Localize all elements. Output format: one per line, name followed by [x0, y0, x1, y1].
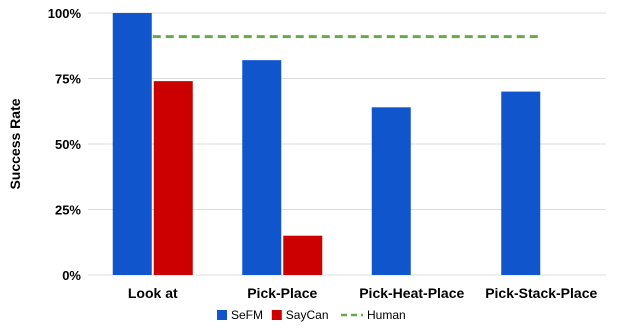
x-tick-label-pick-stack-place: Pick-Stack-Place: [485, 285, 597, 301]
legend-label-human: Human: [367, 308, 406, 322]
legend-swatch-saycan: [271, 310, 282, 320]
bar-sefm-pick-place: [242, 60, 282, 275]
bar-sefm-look-at: [112, 13, 152, 275]
y-tick-label-75: 75%: [55, 72, 81, 87]
x-tick-label-pick-heat-place: Pick-Heat-Place: [359, 285, 464, 301]
legend-label-sefm: SeFM: [231, 308, 263, 322]
bar-sefm-pick-stack-place: [501, 91, 541, 275]
y-tick-label-25: 25%: [55, 203, 81, 218]
legend-item-saycan: SayCan: [271, 308, 329, 322]
bars: [112, 13, 541, 276]
y-axis-title: Success Rate: [7, 98, 23, 189]
legend: SeFM SayCan Human: [217, 308, 406, 322]
legend-swatch-sefm: [217, 310, 227, 320]
y-tick-labels: 0% 25% 50% 75% 100%: [48, 6, 82, 283]
y-tick-label-100: 100%: [48, 6, 82, 21]
y-tick-label-50: 50%: [55, 137, 81, 152]
bar-sefm-pick-heat-place: [371, 107, 411, 275]
legend-item-sefm: SeFM: [217, 308, 263, 322]
x-tick-label-pick-place: Pick-Place: [247, 285, 317, 301]
legend-label-saycan: SayCan: [286, 308, 329, 322]
bar-saycan-pick-place: [283, 235, 323, 275]
y-tick-label-0: 0%: [62, 268, 81, 283]
legend-item-human: Human: [341, 308, 406, 322]
x-tick-label-look-at: Look at: [128, 285, 178, 301]
bar-saycan-look-at: [153, 81, 193, 276]
x-tick-labels: Look at Pick-Place Pick-Heat-Place Pick-Sta…: [128, 285, 598, 301]
